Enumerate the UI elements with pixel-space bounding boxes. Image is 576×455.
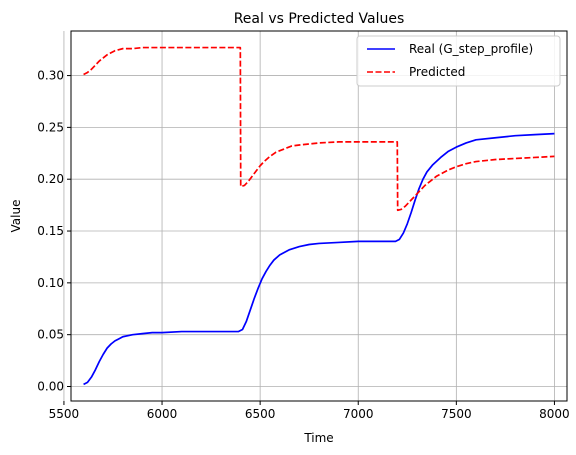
y-tick-label: 0.10 <box>37 276 64 290</box>
x-tick-label: 7000 <box>343 407 374 421</box>
y-tick-label: 0.25 <box>37 120 64 134</box>
x-tick-label: 6000 <box>147 407 178 421</box>
x-tick-label: 5500 <box>49 407 80 421</box>
series-line-predicted <box>83 46 555 212</box>
legend: Real (G_step_profile) Predicted <box>356 35 561 87</box>
x-axis-label: Time <box>303 431 333 445</box>
y-tick-label: 0.05 <box>37 328 64 342</box>
legend-label-predicted: Predicted <box>409 65 465 79</box>
plot-frame <box>70 30 568 402</box>
legend-box <box>356 35 561 87</box>
series-line-real <box>83 132 555 386</box>
legend-label-real: Real (G_step_profile) <box>409 42 533 56</box>
x-tick-label: 6500 <box>245 407 276 421</box>
y-tick-label: 0.20 <box>37 172 64 186</box>
x-tick-label: 7500 <box>441 407 472 421</box>
series-layer <box>83 46 555 386</box>
y-axis-label: Value <box>9 200 23 233</box>
ticks-layer: 5500 6000 6500 7000 7500 8000 0.00 0.05 0.10 0.15… <box>37 69 569 421</box>
y-tick-label: 0.00 <box>37 379 64 393</box>
x-tick-label: 8000 <box>539 407 570 421</box>
y-tick-label: 0.15 <box>37 224 64 238</box>
grid-layer <box>63 31 567 401</box>
chart-title: Real vs Predicted Values <box>234 11 405 27</box>
y-tick-label: 0.30 <box>37 69 64 83</box>
